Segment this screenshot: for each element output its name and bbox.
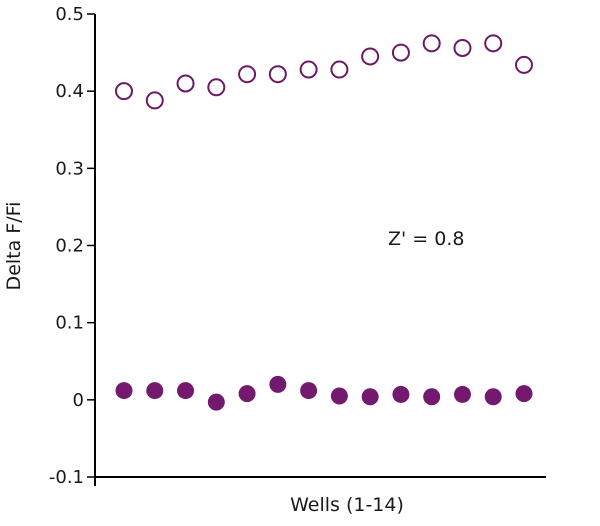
filled-circle-point bbox=[484, 388, 502, 406]
filled-circle-point bbox=[392, 385, 410, 403]
y-axis-ticks: -0.1 0 0.1 0.2 0.3 0.4 0.5 bbox=[49, 4, 95, 488]
open-circle-point bbox=[422, 34, 441, 53]
y-axis-label: Delta F/Fi bbox=[3, 202, 25, 291]
y-tick-label: 0 bbox=[73, 390, 84, 411]
open-circle-point bbox=[361, 47, 380, 66]
open-circle-point bbox=[207, 78, 226, 97]
filled-circle-point bbox=[177, 382, 195, 400]
open-circle-point bbox=[515, 55, 533, 74]
y-tick-label: -0.1 bbox=[49, 467, 84, 488]
x-axis-label: Wells (1-14) bbox=[290, 494, 404, 516]
open-circle-point bbox=[268, 65, 287, 84]
open-circle-point bbox=[115, 82, 133, 101]
filled-circle-point bbox=[269, 375, 287, 393]
open-circle-point bbox=[391, 43, 410, 62]
y-tick-label: 0.1 bbox=[55, 313, 84, 334]
open-circle-point bbox=[145, 91, 164, 110]
y-tick-label: 0.5 bbox=[55, 4, 84, 25]
open-circle-point bbox=[299, 60, 318, 79]
data-points bbox=[115, 34, 533, 411]
open-circle-point bbox=[238, 65, 257, 84]
filled-circle-point bbox=[207, 393, 225, 411]
filled-circle-point bbox=[330, 387, 348, 405]
filled-circle-point bbox=[238, 385, 256, 403]
filled-circle-point bbox=[115, 382, 133, 400]
y-tick-label: 0.4 bbox=[55, 81, 84, 102]
filled-circle-point bbox=[300, 382, 318, 400]
open-circle-point bbox=[484, 34, 503, 53]
filled-circle-point bbox=[146, 382, 164, 400]
filled-circle-point bbox=[361, 388, 379, 406]
open-circle-point bbox=[176, 74, 195, 93]
y-tick-label: 0.3 bbox=[55, 158, 84, 179]
z-prime-annotation: Z' = 0.8 bbox=[388, 228, 464, 250]
filled-circle-point bbox=[423, 388, 441, 406]
filled-circle-point bbox=[453, 385, 471, 403]
y-tick-label: 0.2 bbox=[55, 236, 84, 257]
open-circle-point bbox=[330, 60, 349, 79]
open-circle-point bbox=[453, 38, 472, 57]
filled-circle-point bbox=[515, 385, 533, 403]
